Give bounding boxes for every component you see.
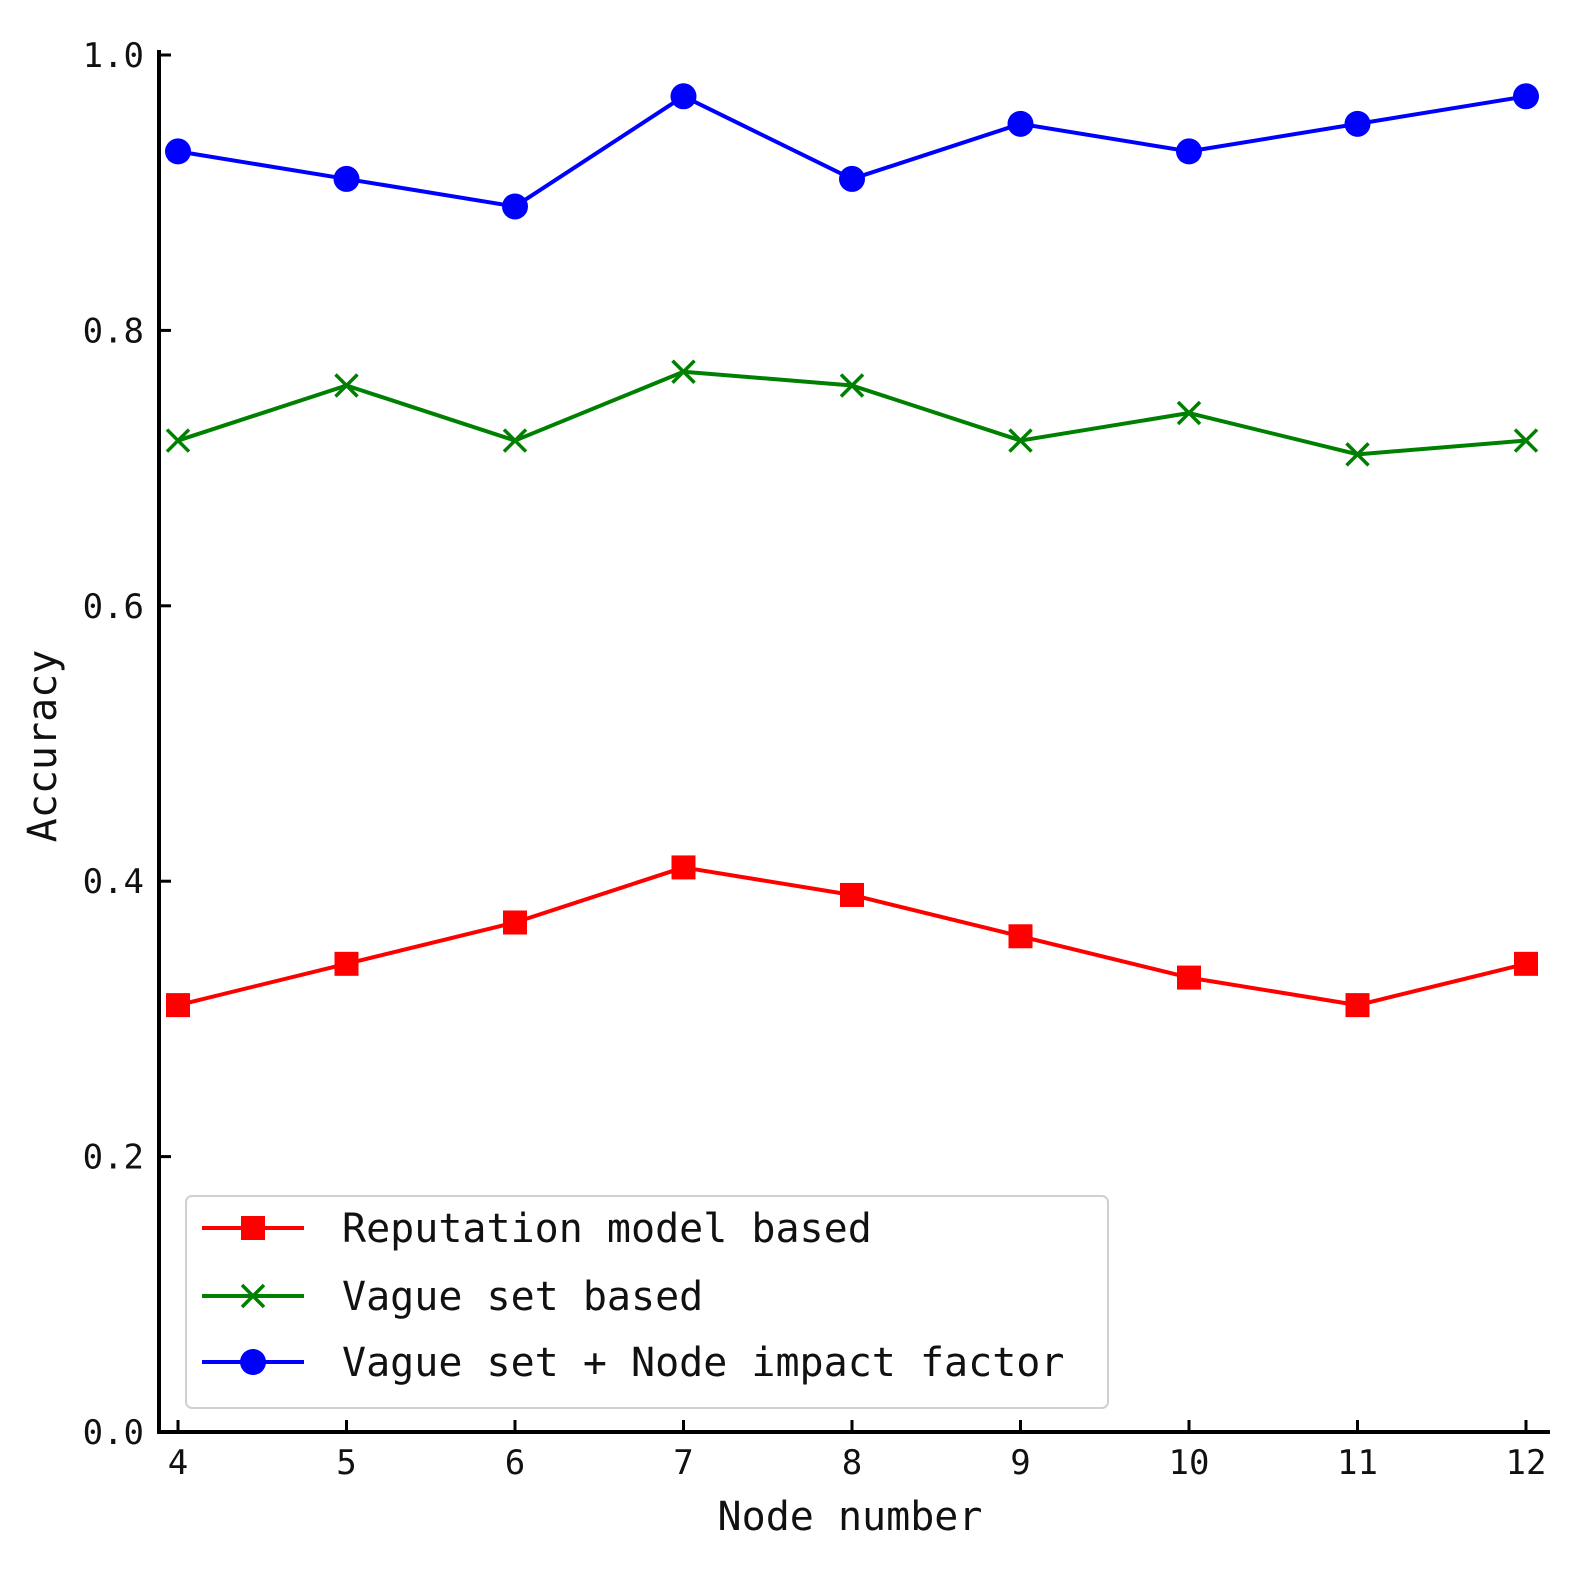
data-point — [166, 993, 190, 1018]
legend-marker — [240, 1349, 266, 1375]
y-tick-label: 0.6 — [83, 587, 144, 627]
x-tick-label: 11 — [1337, 1443, 1378, 1483]
legend-label: Vague set based — [342, 1274, 703, 1320]
y-tick-label: 0.0 — [83, 1413, 144, 1453]
data-point — [1514, 951, 1538, 976]
data-point — [165, 428, 191, 453]
x-tick-label: 7 — [673, 1443, 693, 1483]
x-tick-label: 4 — [168, 1443, 188, 1483]
data-point — [334, 951, 359, 976]
data-point — [1345, 442, 1370, 467]
y-axis-title: Accuracy — [20, 650, 66, 843]
data-point — [333, 165, 360, 192]
series-square — [166, 855, 1538, 1018]
y-tick-label: 0.4 — [83, 862, 144, 902]
data-point — [1345, 993, 1370, 1018]
data-point — [1008, 428, 1033, 453]
series-x — [165, 359, 1539, 467]
legend-item: Vague set based — [202, 1274, 703, 1320]
data-point — [1513, 83, 1539, 110]
data-point — [671, 855, 696, 880]
data-point — [1176, 400, 1202, 426]
y-tick-label: 0.2 — [83, 1138, 144, 1178]
legend-items: Reputation model based Vague set based Vag… — [202, 1206, 1064, 1386]
legend-label: Vague set + Node impact factor — [342, 1340, 1064, 1386]
x-ticks: 4 5 6 7 8 9 10 11 12 — [168, 1420, 1547, 1483]
x-tick-label: 12 — [1506, 1443, 1547, 1483]
legend-box — [185, 1195, 1109, 1409]
data-point — [1008, 924, 1033, 949]
data-point — [165, 138, 191, 165]
data-point — [1177, 965, 1201, 990]
series-circle — [165, 83, 1539, 220]
data-point — [839, 165, 865, 192]
x-tick-label: 9 — [1010, 1443, 1030, 1483]
data-point — [840, 882, 864, 907]
data-point — [671, 359, 696, 384]
data-point — [670, 83, 697, 110]
data-point — [1176, 138, 1202, 165]
x-tick-label: 6 — [505, 1443, 525, 1483]
data-point — [1513, 428, 1539, 453]
data-point — [502, 428, 528, 453]
x-tick-label: 5 — [336, 1443, 356, 1483]
x-axis-title: Node number — [718, 1494, 983, 1540]
series-layer — [165, 83, 1539, 1018]
data-point — [1344, 110, 1371, 137]
x-tick-label: 10 — [1169, 1443, 1210, 1483]
data-point — [334, 373, 359, 398]
data-point — [503, 910, 527, 935]
data-point — [1007, 110, 1034, 137]
legend-marker — [240, 1283, 266, 1309]
legend-item: Vague set + Node impact factor — [202, 1340, 1064, 1386]
legend-item: Reputation model based — [202, 1206, 872, 1252]
legend-label: Reputation model based — [342, 1206, 872, 1252]
x-tick-label: 8 — [842, 1443, 862, 1483]
y-ticks: 0.0 0.2 0.4 0.6 0.8 1.0 — [83, 36, 171, 1453]
data-point — [502, 193, 528, 220]
legend-marker — [241, 1216, 265, 1240]
y-tick-label: 0.8 — [83, 311, 144, 351]
data-point — [839, 373, 865, 398]
legend: Reputation model based Vague set based Vag… — [185, 1195, 1109, 1409]
y-tick-label: 1.0 — [83, 36, 144, 76]
